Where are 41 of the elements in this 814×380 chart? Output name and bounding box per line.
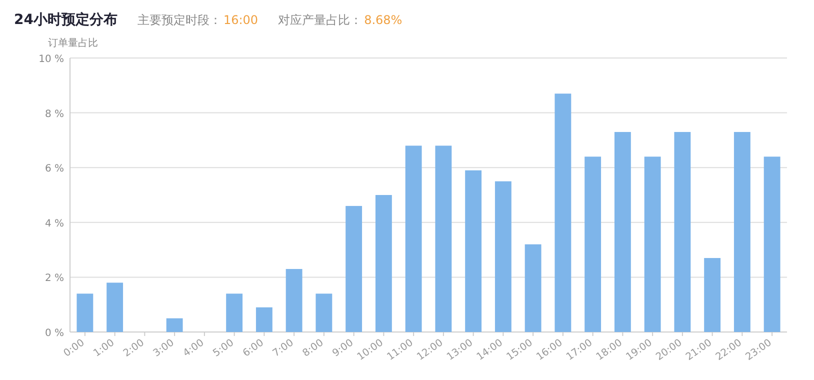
bar xyxy=(76,294,94,332)
y-axis-title: 订单量占比 xyxy=(48,37,98,49)
bar xyxy=(674,132,691,332)
text: 16:00 xyxy=(223,13,258,27)
bar xyxy=(494,181,512,332)
x-tick-label: 9:00 xyxy=(330,337,356,360)
y-tick-label: 6 % xyxy=(44,164,64,175)
bar xyxy=(614,132,631,332)
x-tick-label: 8:00 xyxy=(300,337,326,360)
y-tick-label: 2 % xyxy=(44,273,64,284)
bar xyxy=(644,156,661,332)
bar xyxy=(524,244,542,332)
x-tick-label: 7:00 xyxy=(271,337,296,360)
bar xyxy=(316,294,332,332)
bar xyxy=(465,170,482,332)
x-tick-label: 0:00 xyxy=(62,337,87,360)
y-tick-label: 0 % xyxy=(44,328,64,339)
bar xyxy=(584,156,602,332)
bar xyxy=(256,307,272,332)
text: 8.68% xyxy=(364,13,402,27)
text: 主要预定时段： xyxy=(137,13,222,27)
x-tick-label: 6:00 xyxy=(241,337,266,360)
bar xyxy=(286,268,302,332)
chart-title: 24小时预定分布 xyxy=(14,11,118,28)
x-tick-label: 4:00 xyxy=(181,337,206,360)
bar xyxy=(375,195,392,332)
bar xyxy=(734,132,750,332)
bar xyxy=(166,318,183,332)
bar xyxy=(346,206,362,332)
x-tick-label: 1:00 xyxy=(92,337,117,360)
bar xyxy=(106,282,124,332)
y-tick-label: 8 % xyxy=(44,108,64,120)
bar xyxy=(405,146,422,332)
bar xyxy=(435,146,452,332)
bar xyxy=(764,156,780,332)
bar xyxy=(554,94,572,332)
y-tick-label: 4 % xyxy=(44,218,64,230)
y-tick-label: 10 % xyxy=(38,54,64,65)
bar xyxy=(704,258,721,332)
bar xyxy=(226,294,243,332)
text: 对应产量占比： xyxy=(278,13,362,27)
